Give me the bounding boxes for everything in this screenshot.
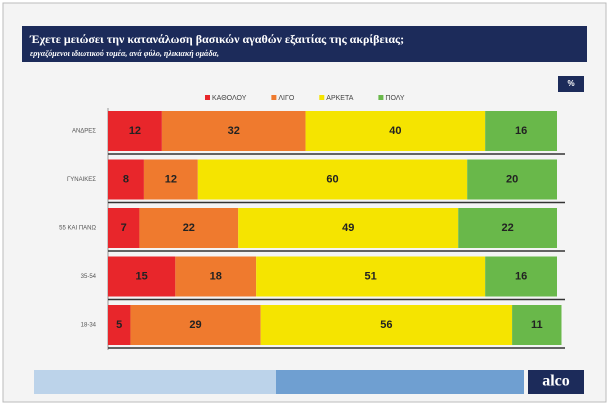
value-label: 29 bbox=[189, 319, 201, 331]
legend-label: ΚΑΘΟΛΟΥ bbox=[212, 95, 247, 102]
value-label: 16 bbox=[515, 125, 527, 137]
bar-segment bbox=[256, 256, 486, 297]
y-tick-label: 55 ΚΑΙ ΠΑΝΩ bbox=[59, 226, 96, 232]
value-label: 22 bbox=[501, 222, 513, 234]
chart-title: Έχετε μειώσει την κατανάλωση βασικών αγα… bbox=[29, 32, 404, 46]
value-label: 22 bbox=[183, 222, 195, 234]
legend-label: ΑΡΚΕΤΑ bbox=[326, 95, 353, 102]
legend-label: ΛΙΓΟ bbox=[278, 95, 294, 102]
bar-segment bbox=[260, 305, 513, 345]
y-tick-label: 35-54 bbox=[81, 274, 97, 280]
y-tick-label: ΑΝΔΡΕΣ bbox=[72, 129, 96, 135]
bar-segment bbox=[512, 305, 562, 345]
bar-segment bbox=[108, 159, 144, 200]
bar-segment bbox=[485, 111, 557, 151]
bar-segment bbox=[467, 159, 557, 200]
bar-segment bbox=[143, 159, 198, 200]
footer-band-dark bbox=[276, 370, 524, 394]
legend-swatch bbox=[319, 95, 325, 100]
value-label: 16 bbox=[515, 270, 527, 282]
bar-segment bbox=[305, 111, 486, 151]
value-label: 49 bbox=[342, 222, 354, 234]
bar-segment bbox=[139, 208, 239, 248]
value-label: 12 bbox=[129, 125, 141, 137]
value-label: 20 bbox=[506, 173, 518, 185]
bar-segment bbox=[238, 208, 459, 248]
value-label: 5 bbox=[116, 319, 122, 331]
logo-box bbox=[528, 370, 584, 394]
value-label: 18 bbox=[210, 270, 222, 282]
bar-segment bbox=[458, 208, 557, 248]
legend-swatch bbox=[271, 95, 277, 100]
value-label: 51 bbox=[365, 270, 377, 282]
y-tick-label: ΓΥΝΑΙΚΕΣ bbox=[67, 177, 96, 183]
value-label: 8 bbox=[123, 173, 129, 185]
bar-segment bbox=[108, 305, 131, 345]
legend-swatch bbox=[378, 95, 384, 100]
value-label: 11 bbox=[531, 319, 543, 331]
title-bar bbox=[22, 26, 587, 62]
bar-segment bbox=[108, 256, 176, 297]
bar-segment bbox=[130, 305, 261, 345]
bar-segment bbox=[485, 256, 557, 297]
value-label: 32 bbox=[228, 125, 240, 137]
legend-swatch bbox=[205, 95, 210, 100]
bar-segment bbox=[197, 159, 468, 200]
unit-badge bbox=[558, 76, 584, 92]
bar-segment bbox=[108, 111, 162, 151]
bar-segment bbox=[108, 208, 140, 248]
chart-subtitle: εργαζόμενοι ιδιωτικού τομέα, ανά φύλο, η… bbox=[30, 49, 219, 58]
brand-logo: alco bbox=[542, 373, 570, 390]
value-label: 60 bbox=[326, 173, 338, 185]
bar-segment bbox=[161, 111, 306, 151]
unit-badge-text: % bbox=[567, 79, 574, 88]
legend-label: ΠΟΛΥ bbox=[385, 95, 405, 102]
value-label: 12 bbox=[165, 173, 177, 185]
value-label: 40 bbox=[389, 125, 401, 137]
y-tick-label: 18-34 bbox=[81, 323, 97, 329]
value-label: 7 bbox=[121, 222, 127, 234]
bar-segment bbox=[175, 256, 257, 297]
value-label: 15 bbox=[136, 270, 148, 282]
value-label: 56 bbox=[380, 319, 392, 331]
